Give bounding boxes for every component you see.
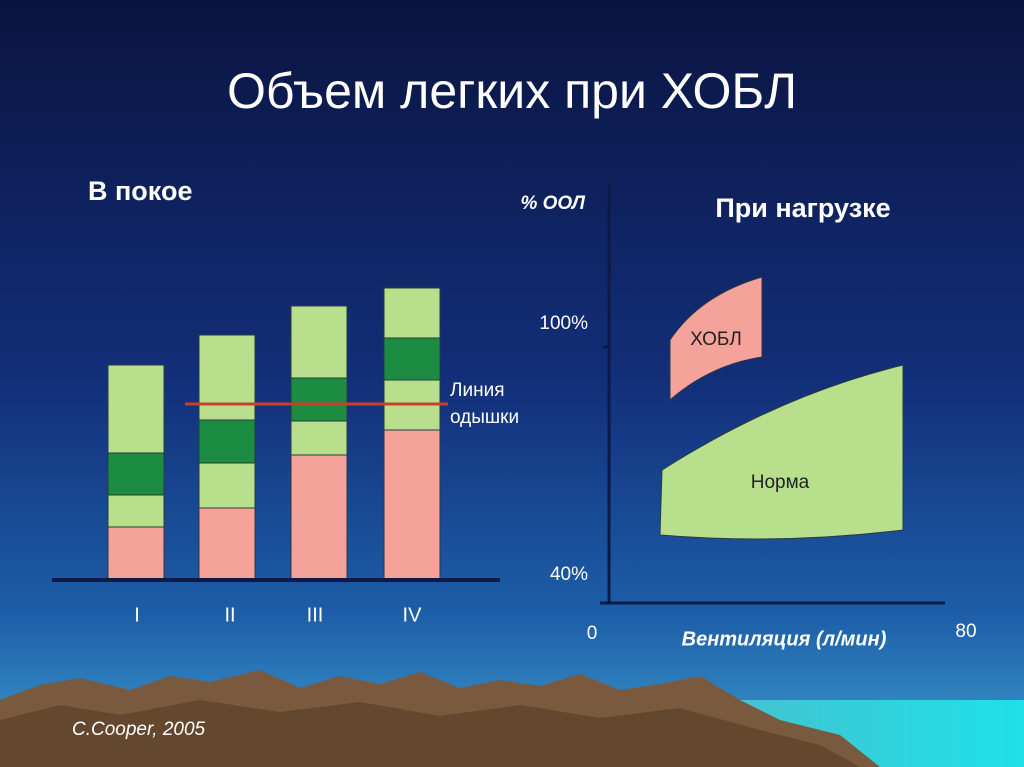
rest-title: В покое [88,176,192,206]
y-label: % ООЛ [520,193,585,214]
title: Объем легких при ХОБЛ [227,63,797,119]
category-label: III [307,604,324,626]
x-tick-label: 0 [587,623,598,644]
norm-region [659,364,904,540]
mountains-shadow [0,700,860,767]
norm-label: Норма [751,472,810,493]
category-label: II [224,604,235,626]
copd-region [669,276,763,402]
category-label: IV [403,604,423,626]
dyspnea-label: одышки [450,407,519,428]
x-label: Вентиляция (л/мин) [682,628,887,650]
citation: C.Cooper, 2005 [72,719,206,740]
x-tick-label: 80 [955,621,976,642]
load-title: При нагрузке [715,193,890,223]
y-tick-label: 100% [539,313,588,334]
bars [107,287,441,581]
dyspnea-label: Линия [450,380,504,401]
y-tick-label: 40% [550,564,588,585]
copd-label: ХОБЛ [690,329,742,350]
category-label: I [134,604,140,626]
